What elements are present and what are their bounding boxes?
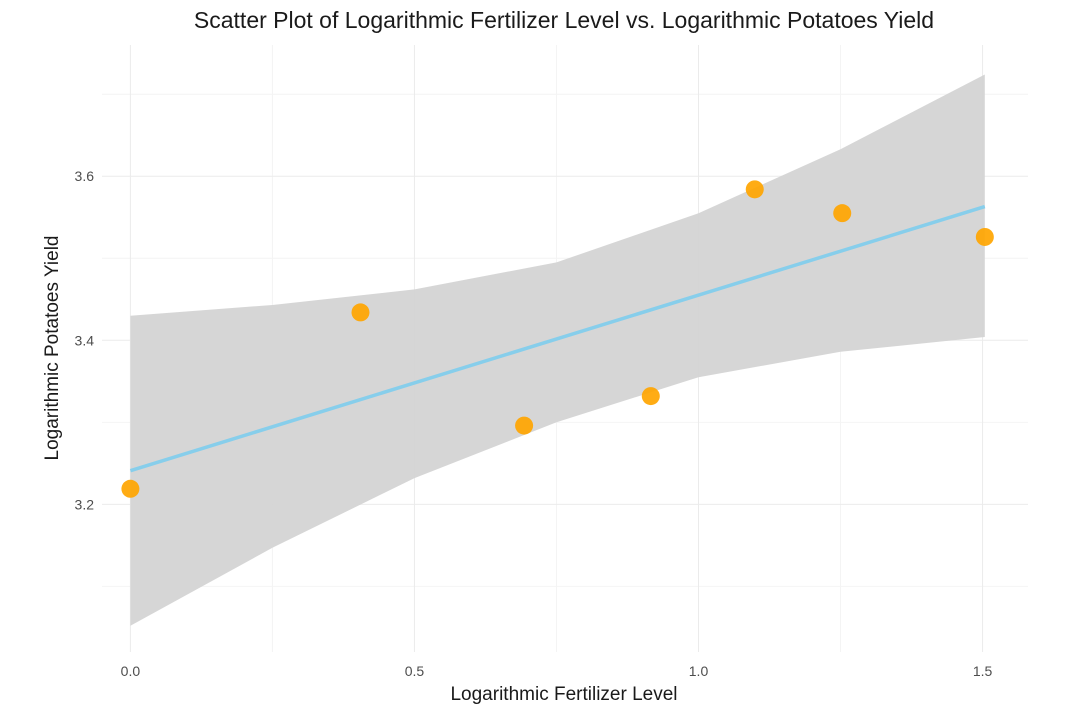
scatter-point [641,387,660,406]
scatter-point [515,416,534,435]
scatter-point [975,227,994,246]
x-tick-label: 0.0 [121,663,141,679]
trend-line-layer [129,204,986,473]
chart-title: Scatter Plot of Logarithmic Fertilizer L… [194,7,934,33]
trend-line [129,204,986,473]
x-tick-label: 1.0 [689,663,709,679]
tick-labels: 0.0 0.5 1.0 1.5 3.2 3.4 3.6 [75,168,993,679]
y-axis-title: Logarithmic Potatoes Yield [42,236,63,461]
x-tick-label: 0.5 [405,663,425,679]
scatter-point [833,204,852,223]
x-axis-title: Logarithmic Fertilizer Level [450,684,677,705]
y-tick-label: 3.6 [75,168,95,184]
scatter-point [745,180,764,199]
points-layer [121,180,994,498]
scatter-point [121,479,140,498]
y-tick-label: 3.2 [75,496,95,512]
x-tick-label: 1.5 [973,663,993,679]
y-tick-label: 3.4 [75,332,95,348]
scatter-point [351,303,370,322]
confidence-band [130,74,985,626]
confidence-band-layer [130,74,985,626]
